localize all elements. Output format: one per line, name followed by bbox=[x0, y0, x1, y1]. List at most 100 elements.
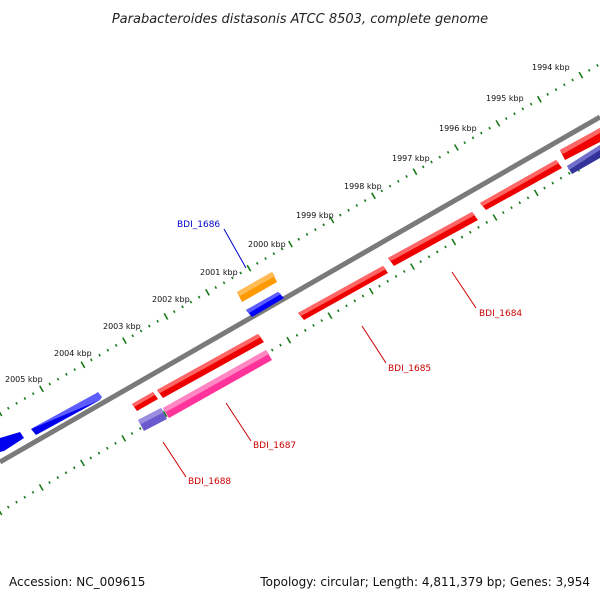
genome-summary-text: Topology: circular; Length: 4,811,379 bp… bbox=[259, 575, 590, 589]
scale-tick bbox=[205, 288, 210, 296]
scale-tick bbox=[15, 500, 18, 504]
scale-tick bbox=[388, 184, 392, 188]
scale-tick bbox=[31, 392, 35, 396]
scale-tick bbox=[73, 368, 76, 371]
scale-tick bbox=[438, 155, 442, 159]
scale-tick bbox=[172, 310, 176, 314]
scale-tick bbox=[6, 505, 10, 509]
scale-tick bbox=[451, 238, 457, 246]
scale-tick bbox=[239, 271, 242, 275]
scale-tick bbox=[327, 312, 333, 320]
feature-orange[interactable] bbox=[237, 272, 277, 302]
scale-tick bbox=[521, 107, 525, 111]
scale-tick bbox=[314, 228, 317, 232]
scale-tick bbox=[6, 406, 10, 410]
feature-red-left-main[interactable] bbox=[157, 334, 264, 398]
gene-bdi-1686-arrow[interactable] bbox=[246, 292, 284, 317]
scale-tick bbox=[286, 336, 292, 344]
scale-tick bbox=[0, 510, 3, 516]
scale-tick bbox=[338, 213, 342, 217]
scale-tick bbox=[554, 88, 558, 92]
feature-red-2[interactable] bbox=[388, 212, 478, 266]
scale-tick bbox=[163, 313, 169, 320]
scale-tick bbox=[222, 281, 226, 285]
scale-tick bbox=[463, 141, 467, 145]
gene-bdi-1685-arrow[interactable] bbox=[298, 266, 388, 320]
tick-label-1994: 1994 kbp bbox=[532, 63, 570, 72]
scale-tick bbox=[38, 484, 44, 491]
scale-tick bbox=[264, 257, 267, 261]
scale-tick bbox=[121, 434, 127, 442]
feature-red-left-small[interactable] bbox=[132, 392, 158, 411]
scale-tick bbox=[460, 235, 464, 239]
gene-bdi-1687-arrow[interactable] bbox=[163, 350, 272, 418]
scale-tick bbox=[363, 199, 367, 203]
gene-label-bdi-1688[interactable]: BDI_1688 bbox=[188, 477, 231, 487]
feature-red-right-upper[interactable] bbox=[560, 128, 600, 160]
scale-tick bbox=[559, 176, 563, 180]
scale-tick bbox=[513, 112, 516, 116]
feature-navy-right[interactable] bbox=[567, 145, 600, 174]
gene-label-bdi-1684[interactable]: BDI_1684 bbox=[479, 309, 522, 319]
scale-tick bbox=[65, 372, 68, 376]
gene-bdi-1688-arrow[interactable] bbox=[138, 408, 167, 431]
scale-tick bbox=[148, 324, 151, 328]
scale-tick bbox=[421, 165, 425, 169]
scale-tick bbox=[23, 397, 27, 400]
scale-tick bbox=[396, 179, 400, 183]
scale-tick bbox=[471, 136, 475, 140]
scale-tick bbox=[518, 201, 522, 205]
scale-tick bbox=[272, 252, 276, 256]
scale-tick bbox=[543, 186, 546, 190]
scale-tick bbox=[246, 264, 252, 272]
scale-tick bbox=[288, 240, 293, 248]
scale-tick bbox=[303, 328, 307, 332]
scale-tick bbox=[536, 95, 542, 103]
gene-label-bdi-1685[interactable]: BDI_1685 bbox=[388, 364, 431, 374]
scale-tick bbox=[419, 260, 423, 264]
scale-tick bbox=[181, 305, 184, 309]
scale-tick bbox=[485, 220, 489, 224]
scale-tick bbox=[97, 451, 101, 455]
scale-tick bbox=[297, 237, 301, 241]
scale-tick bbox=[320, 319, 324, 323]
scale-tick bbox=[312, 324, 315, 327]
feature-blue-left-upper[interactable] bbox=[31, 392, 102, 435]
scale-tick bbox=[48, 382, 52, 386]
scale-tick bbox=[270, 348, 274, 352]
feature-red-1[interactable] bbox=[480, 160, 562, 210]
scale-tick bbox=[402, 269, 406, 273]
tick-label-1997: 1997 kbp bbox=[392, 154, 430, 163]
scale-tick bbox=[510, 206, 513, 210]
scale-tick bbox=[72, 466, 76, 470]
scale-tick bbox=[255, 261, 259, 265]
scale-tick bbox=[189, 300, 193, 304]
scale-tick bbox=[305, 232, 309, 236]
scale-tick bbox=[410, 263, 415, 271]
scale-tick bbox=[430, 160, 433, 164]
scale-tick bbox=[551, 181, 555, 185]
scale-tick bbox=[412, 168, 418, 176]
scale-tick bbox=[329, 216, 335, 224]
tick-label-1999: 1999 kbp bbox=[296, 211, 334, 220]
tick-label-2003: 2003 kbp bbox=[103, 322, 141, 331]
genome-backbone bbox=[0, 114, 600, 465]
scale-tick bbox=[567, 171, 571, 175]
scale-tick bbox=[336, 309, 340, 313]
gene-label-bdi-1687[interactable]: BDI_1687 bbox=[253, 441, 296, 451]
tick-label-2002: 2002 kbp bbox=[152, 295, 190, 304]
scale-tick bbox=[105, 446, 109, 450]
gene-label-bdi-1686[interactable]: BDI_1686 bbox=[177, 220, 220, 230]
scale-tick bbox=[106, 348, 110, 352]
scale-tick bbox=[480, 131, 483, 135]
scale-tick bbox=[501, 211, 505, 215]
scale-tick bbox=[322, 223, 325, 227]
bdi-1688-leader bbox=[162, 441, 187, 478]
feature-blue-left-edge[interactable] bbox=[0, 432, 24, 452]
scale-tick bbox=[578, 71, 584, 79]
tick-label-1998: 1998 kbp bbox=[344, 182, 382, 191]
scale-tick bbox=[368, 287, 374, 295]
scale-tick bbox=[280, 247, 284, 251]
scale-tick bbox=[587, 68, 591, 72]
